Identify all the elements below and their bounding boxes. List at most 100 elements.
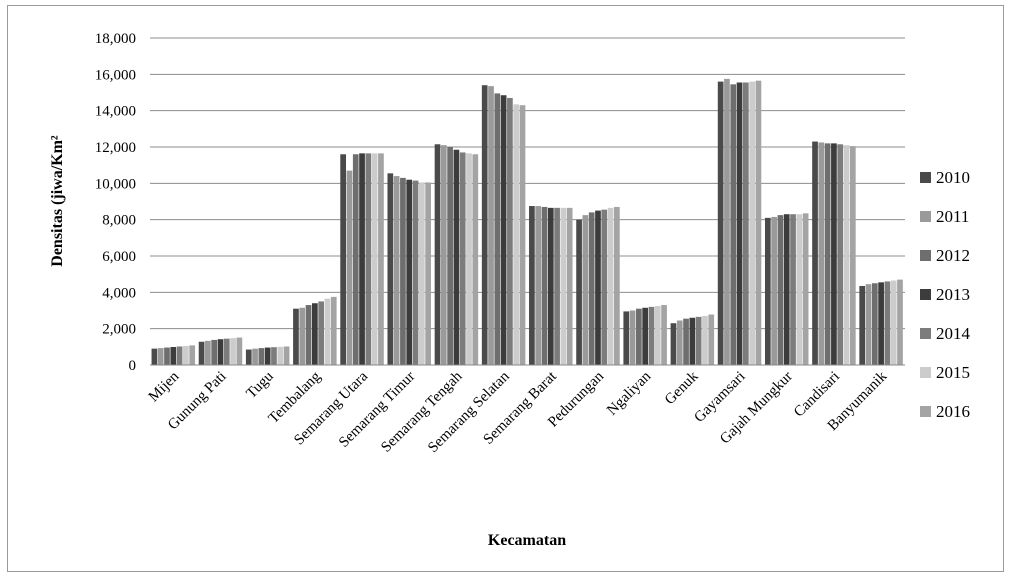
x-tick-label: Mijen (146, 368, 183, 405)
bar (198, 341, 205, 365)
bar (595, 210, 601, 365)
bar (459, 152, 466, 365)
bar (871, 283, 878, 365)
bar (601, 209, 608, 365)
bar (299, 307, 306, 365)
bar (400, 177, 406, 365)
y-tick-label: 12,000 (95, 140, 136, 156)
bar (258, 348, 265, 365)
legend-swatch (920, 328, 931, 339)
legend-label: 2014 (936, 324, 971, 343)
y-tick-label: 8,000 (102, 213, 136, 229)
y-tick-label: 10,000 (95, 176, 136, 192)
y-tick-label: 0 (129, 358, 137, 374)
bar (802, 213, 809, 365)
x-tick-label: Tugu (243, 368, 277, 402)
bar (884, 281, 891, 365)
bar (890, 280, 897, 365)
legend-label: 2011 (936, 207, 969, 226)
bar (393, 176, 400, 365)
bar (812, 141, 818, 365)
bar (324, 298, 331, 365)
x-tick-label: Ngaliyan (604, 368, 655, 419)
x-tick-label: Genuk (662, 368, 702, 408)
y-tick-label: 18,000 (95, 31, 136, 47)
legend-swatch (920, 406, 931, 417)
bar (849, 146, 856, 365)
bar (252, 348, 258, 365)
bar (818, 142, 825, 365)
bar (736, 82, 743, 365)
bar (440, 145, 447, 365)
bar (629, 310, 636, 365)
bar (472, 154, 479, 365)
bar (554, 207, 560, 365)
bar (878, 282, 884, 365)
y-axis-title: Densitas (jiwa/Km² (49, 135, 66, 267)
bar (560, 207, 567, 365)
bar (365, 153, 372, 365)
bar (346, 170, 353, 365)
bar (897, 279, 903, 365)
legend-label: 2016 (936, 402, 970, 421)
bar (730, 84, 737, 365)
y-tick-label: 4,000 (102, 285, 136, 301)
bar (519, 105, 526, 365)
bar (648, 306, 655, 365)
bar (859, 285, 866, 365)
bar (205, 340, 211, 365)
bar (387, 173, 394, 365)
bar (541, 206, 548, 365)
bar (305, 305, 312, 365)
legend-swatch (920, 250, 931, 261)
bar (535, 206, 542, 365)
bar (865, 284, 872, 365)
x-axis-title: Kecamatan (488, 532, 566, 549)
bar (702, 315, 708, 365)
bar (764, 217, 771, 365)
bar (378, 153, 384, 365)
bar (318, 301, 325, 365)
legend-swatch (920, 367, 931, 378)
bar (371, 153, 378, 365)
bar (689, 317, 696, 365)
x-tick-label: Semarang Selatan (425, 368, 513, 456)
bar (708, 314, 715, 365)
bar (642, 307, 649, 365)
bar (151, 348, 158, 365)
bar (582, 215, 589, 365)
bar (406, 179, 413, 365)
bar (724, 78, 730, 365)
bar (453, 149, 460, 365)
legend-label: 2012 (936, 246, 970, 265)
bar (283, 346, 290, 365)
bar (466, 153, 472, 365)
bar (312, 303, 318, 365)
bar (676, 320, 683, 365)
bar (749, 81, 755, 365)
bar (264, 347, 271, 365)
bar (790, 214, 796, 365)
bar (271, 347, 277, 365)
y-tick-label: 14,000 (95, 104, 136, 120)
legend-swatch (920, 172, 931, 183)
bar (529, 206, 535, 365)
bar (507, 97, 513, 365)
bar (164, 347, 170, 365)
y-tick-label: 16,000 (95, 67, 136, 83)
bar (783, 214, 790, 365)
bar (661, 305, 667, 365)
legend-swatch (920, 211, 931, 222)
bar (488, 86, 494, 366)
bar (330, 296, 337, 365)
bar (447, 147, 453, 365)
bar (481, 85, 488, 365)
bar (217, 339, 224, 365)
bar (670, 323, 677, 365)
bar (176, 346, 183, 365)
y-tick-label: 2,000 (102, 322, 136, 338)
bar (717, 81, 724, 365)
bar (418, 182, 425, 365)
